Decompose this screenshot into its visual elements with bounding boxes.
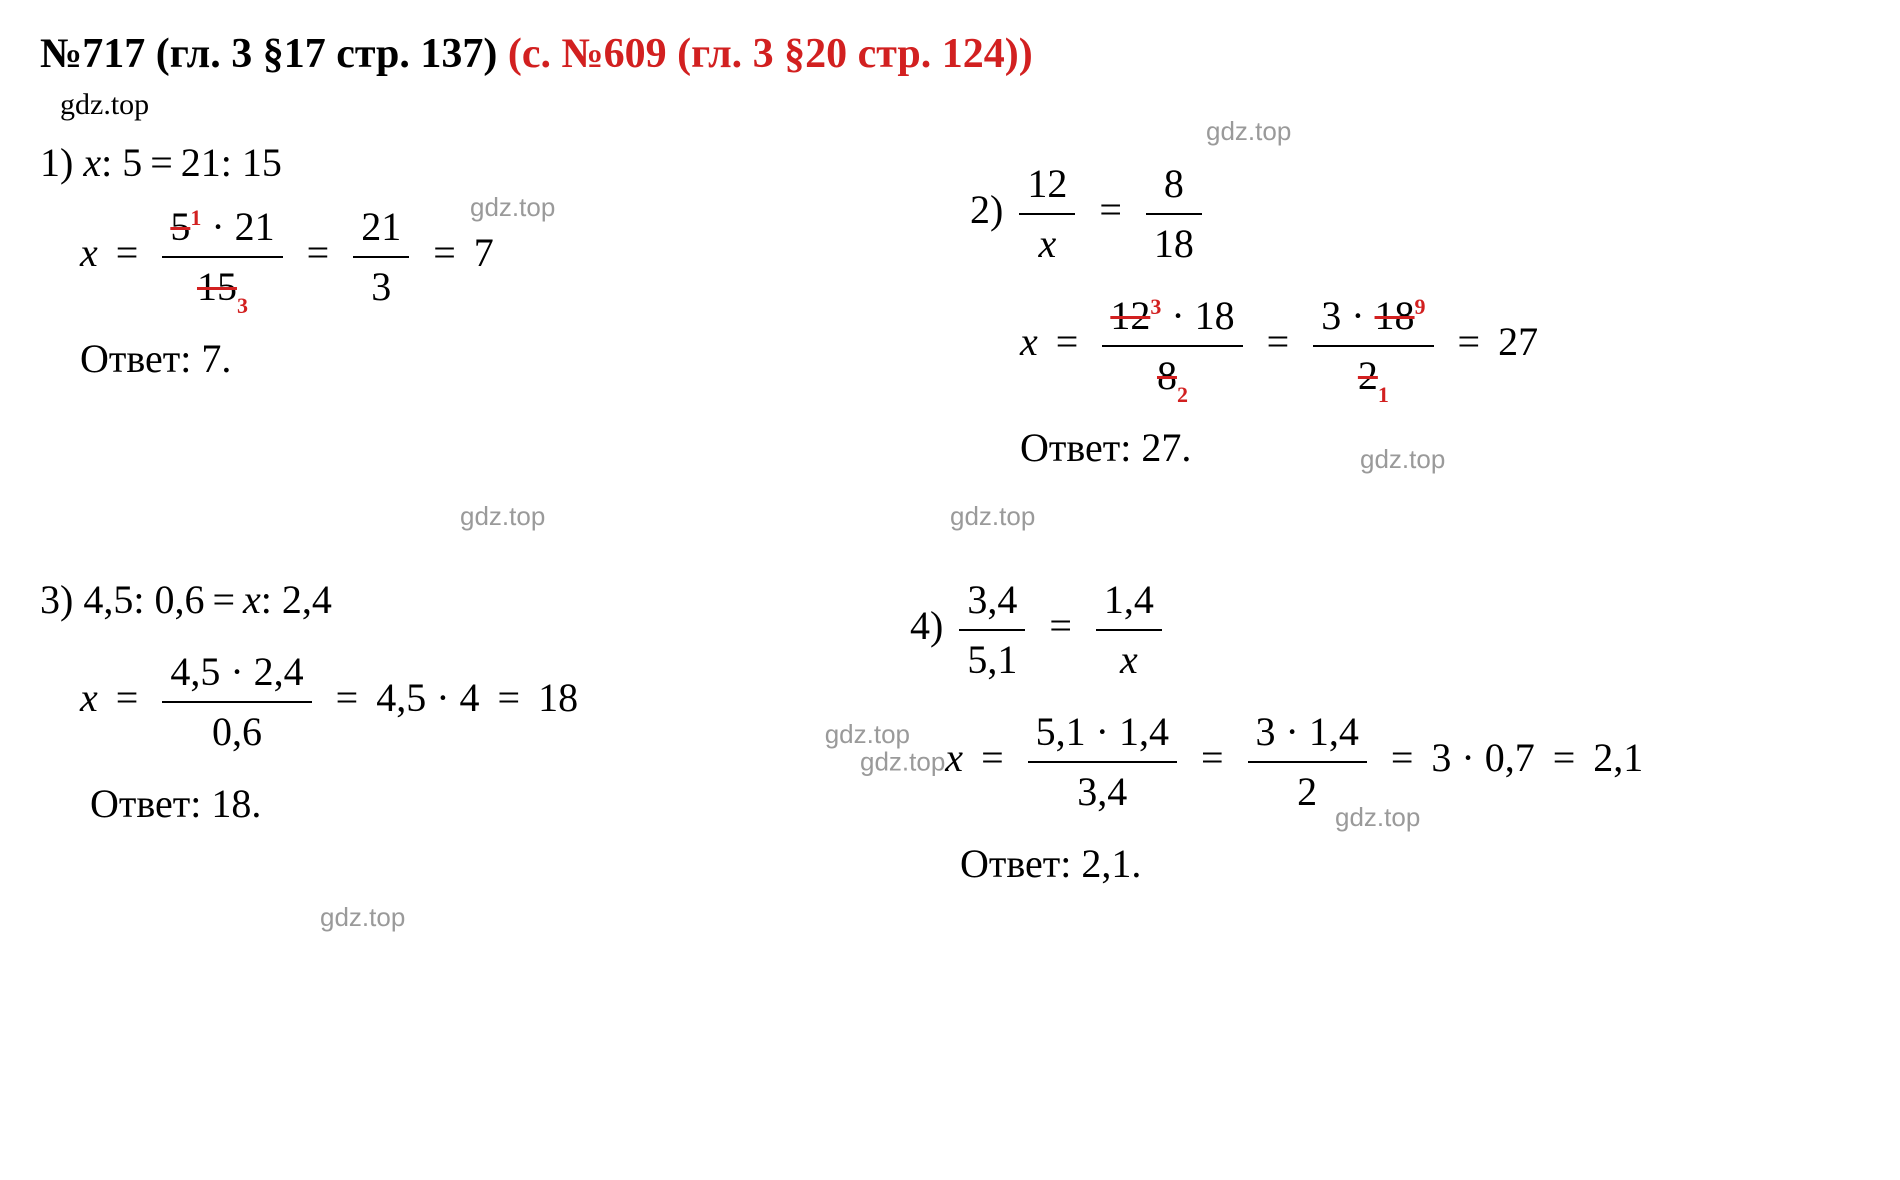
p2-equation: 2) 12 x = 8 18 (970, 157, 1860, 271)
watermark: gdz.top (1206, 114, 1291, 149)
watermark: gdz.top (470, 190, 555, 225)
watermark: gdz.top (1360, 442, 1445, 477)
p2-frac1: 123 · 18 82 (1102, 289, 1242, 403)
p2-frac2: 3 · 189 21 (1313, 289, 1433, 403)
title-black: №717 (гл. 3 §17 стр. 137) (40, 31, 508, 77)
problem-2: gdz.top 2) 12 x = 8 18 x = 123 · 18 82 =… (970, 132, 1860, 479)
p2-frac-right: 8 18 (1146, 157, 1202, 271)
p3-frac1: 4,5 · 2,4 0,6 (162, 645, 311, 759)
p1-answer: Ответ: 7. (80, 332, 930, 386)
p4-frac1: 5,1 · 1,4 3,4 (1028, 705, 1177, 819)
p3-equation: 3) 4,5: 0,6=x: 2,4 (40, 573, 930, 627)
p3-solution: x = 4,5 · 2,4 0,6 = 4,5 · 4 = 18 (80, 645, 930, 759)
p1-frac2: 21 3 (353, 200, 409, 314)
title-row: №717 (гл. 3 §17 стр. 137) (с. №609 (гл. … (40, 30, 1860, 78)
p4-frac-left: 3,4 5,1 (959, 573, 1025, 687)
p1-equation: 1) x: 5=21: 15 (40, 136, 930, 190)
watermark: gdz.top (460, 499, 545, 534)
problems-grid: 1) x: 5=21: 15 gdz.top x = 51 · 21 153 =… (40, 132, 1860, 895)
problem-4: 4) 3,4 5,1 = 1,4 x gdz.topx = 5,1 · 1,4 … (910, 569, 1860, 895)
problem-3: 3) 4,5: 0,6=x: 2,4 x = 4,5 · 2,4 0,6 = 4… (40, 569, 930, 895)
p4-answer: Ответ: 2,1. (960, 837, 1860, 891)
p2-solution: x = 123 · 18 82 = 3 · 189 21 = 27 (1020, 289, 1860, 403)
p3-answer: Ответ: 18. (90, 777, 930, 831)
watermark: gdz.top (950, 499, 1035, 534)
watermark: gdz.top (320, 900, 405, 935)
watermark: gdz.top (860, 746, 945, 776)
title-red: (с. №609 (гл. 3 §20 стр. 124)) (508, 31, 1033, 77)
watermark: gdz.top (1335, 800, 1420, 835)
p4-equation: 4) 3,4 5,1 = 1,4 x (910, 573, 1860, 687)
problem-1: 1) x: 5=21: 15 gdz.top x = 51 · 21 153 =… (40, 132, 930, 479)
p2-frac-left: 12 x (1019, 157, 1075, 271)
p1-frac1: 51 · 21 153 (162, 200, 282, 314)
subtitle-watermark: gdz.top (60, 88, 1860, 122)
p4-frac-right: 1,4 x (1096, 573, 1162, 687)
